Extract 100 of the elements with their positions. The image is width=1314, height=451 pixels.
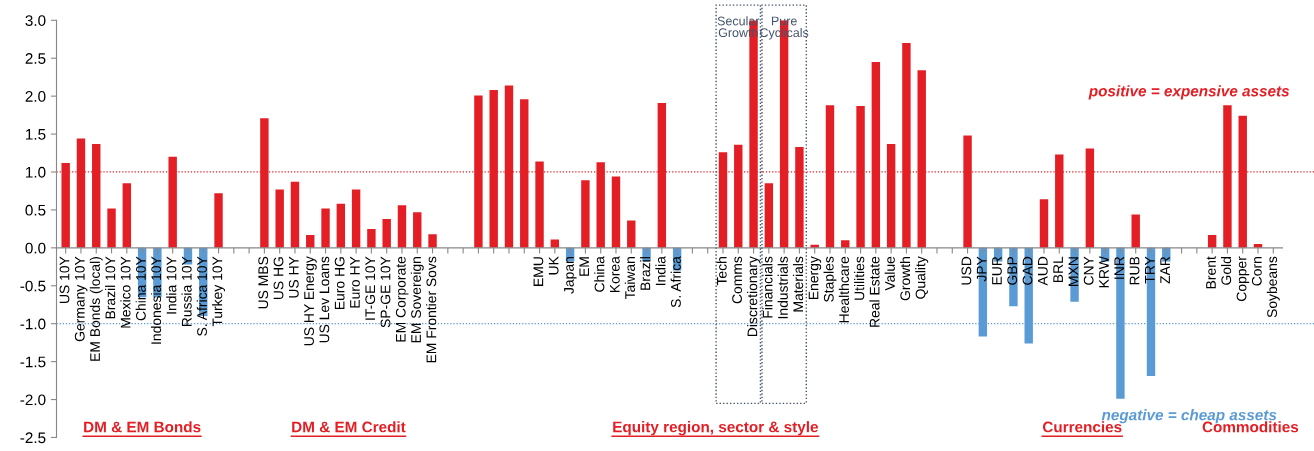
x-tick-label: INR — [1114, 256, 1125, 279]
bar — [351, 189, 361, 248]
x-tick-label: Euro HY — [350, 256, 360, 308]
bar — [214, 193, 223, 248]
x-tick-label: ZAR — [1160, 256, 1170, 284]
x-tick-label: US MBS — [258, 256, 269, 309]
bar — [764, 183, 774, 248]
x-tick-label: JPY — [976, 256, 987, 282]
x-tick-label: Quality — [915, 256, 929, 299]
x-tick-label: Turkey 10Y — [212, 256, 226, 327]
y-tick-label: 3.0 — [25, 15, 46, 26]
x-tick-label: Discretionary — [747, 256, 761, 337]
x-tick-label: US 10Y — [59, 256, 70, 303]
x-tick-label: EMU — [533, 257, 544, 286]
annotation: DM & EM Credit — [292, 421, 406, 433]
annotation: positive = expensive assets — [1088, 85, 1290, 100]
annotation: Equity region, sector & style — [613, 421, 818, 436]
annotation: DM & EM Bonds — [84, 421, 201, 433]
x-tick-label: Gold — [1220, 257, 1232, 285]
y-tick-label: 0.5 — [25, 204, 46, 216]
x-tick-label: Real Estate — [869, 256, 880, 327]
bar — [413, 212, 422, 248]
x-tick-label: S. Africa — [670, 256, 681, 308]
x-tick-label: China — [594, 256, 605, 292]
x-tick-label: Tech — [716, 257, 727, 286]
x-tick-label: Brazil 10Y — [105, 256, 116, 319]
x-tick-label: Taiwan — [624, 257, 635, 300]
x-tick-label: US HG — [273, 257, 284, 300]
x-tick-label: IT-GE 10Y — [365, 256, 376, 320]
y-tick-label: -2.0 — [20, 394, 46, 406]
x-tick-label: US HY — [288, 256, 299, 298]
bar — [321, 208, 330, 248]
bar — [275, 189, 284, 248]
x-tick-label: Financials — [762, 256, 773, 318]
x-tick-label: KRW — [1099, 256, 1109, 288]
x-tick-label: TRY — [1145, 256, 1155, 284]
x-tick-label: Korea — [610, 256, 620, 293]
bar — [397, 205, 407, 248]
y-tick-label: 1.5 — [26, 129, 46, 140]
x-tick-label: Industrials — [777, 256, 788, 319]
x-tick-label: EM Bonds (local) — [89, 257, 103, 361]
x-tick-label: Soybeans — [1266, 256, 1280, 318]
x-tick-label: Mexico 10Y — [120, 256, 131, 328]
y-tick-label: 0.0 — [25, 242, 46, 254]
x-tick-label: AUD — [1038, 256, 1048, 286]
y-tick-label: 2.0 — [25, 91, 46, 102]
y-tick-label: -1.0 — [20, 318, 46, 330]
x-tick-label: RUB — [1129, 256, 1140, 285]
bar — [627, 220, 636, 248]
x-tick-label: MXN — [1068, 257, 1079, 286]
x-tick-label: Utilities — [854, 256, 865, 300]
bar — [428, 234, 437, 248]
x-tick-label: Brazil — [640, 257, 651, 290]
x-tick-label: Corn — [1251, 257, 1262, 286]
bar — [122, 183, 132, 248]
x-tick-label: EM Corporate — [395, 256, 409, 342]
x-tick-label: Healthcare — [838, 256, 849, 323]
x-tick-label: SP-GE 10Y — [380, 256, 391, 328]
bar — [581, 180, 590, 248]
bar — [336, 203, 346, 248]
x-tick-label: Staples — [823, 256, 837, 302]
bar — [1070, 247, 1079, 302]
x-tick-label: China 10Y — [135, 256, 146, 321]
bar — [382, 219, 391, 248]
bar — [1131, 214, 1140, 248]
x-tick-label: Indonesia 10Y — [150, 256, 162, 344]
bar — [367, 228, 376, 248]
x-tick-label: CAD — [1022, 256, 1033, 285]
x-tick-label: Japan — [564, 257, 577, 294]
bar — [795, 146, 804, 248]
x-tick-label: US HY Energy — [304, 256, 317, 346]
y-tick-label: -0.5 — [20, 280, 46, 292]
y-tick-label: -2.5 — [20, 432, 46, 444]
bar — [1009, 247, 1018, 307]
x-tick-label: EM — [579, 257, 589, 276]
x-tick-label: India — [655, 256, 666, 286]
x-tick-label: Growth — [899, 257, 911, 301]
x-tick-label: Copper — [1236, 256, 1250, 302]
x-tick-label: EM Sovereign — [410, 257, 424, 343]
x-tick-label: CNY — [1083, 256, 1094, 285]
bar — [489, 90, 498, 248]
x-tick-label: Euro HG — [334, 257, 345, 310]
bar — [611, 176, 621, 248]
x-tick-label: USD — [961, 256, 972, 285]
x-tick-label: Comms — [732, 256, 742, 304]
bar — [1146, 247, 1156, 377]
x-tick-label: Materials — [792, 256, 804, 312]
x-tick-label: S. Africa 10Y — [196, 256, 207, 336]
y-tick-label: -1.5 — [20, 356, 46, 368]
x-tick-label: BRL — [1053, 256, 1063, 283]
x-tick-label: GBP — [1007, 256, 1018, 285]
bar — [1039, 199, 1049, 248]
x-tick-label: Value — [884, 256, 895, 291]
y-tick-label: 1.0 — [26, 166, 46, 178]
bar — [107, 208, 116, 248]
x-tick-label: EM Frontier Sovs — [426, 256, 437, 363]
x-tick-label: Germany 10Y — [74, 256, 88, 342]
x-tick-label: UK — [548, 256, 559, 275]
x-tick-label: US Lev Loans — [319, 256, 330, 343]
x-tick-label: Energy — [808, 256, 822, 300]
